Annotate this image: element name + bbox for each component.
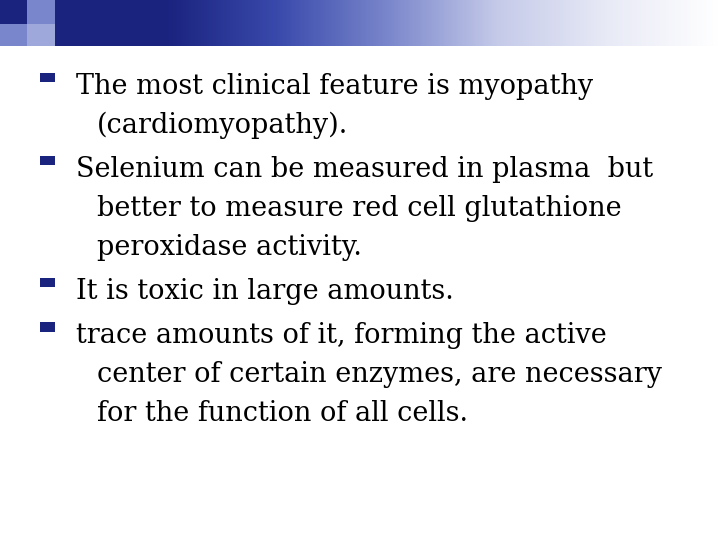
Text: for the function of all cells.: for the function of all cells. xyxy=(97,400,468,427)
Text: trace amounts of it, forming the active: trace amounts of it, forming the active xyxy=(76,322,606,349)
Bar xyxy=(27,24,55,46)
Text: better to measure red cell glutathione: better to measure red cell glutathione xyxy=(97,195,622,222)
Bar xyxy=(40,278,55,287)
Bar xyxy=(0,0,27,24)
Text: It is toxic in large amounts.: It is toxic in large amounts. xyxy=(76,278,454,305)
Bar xyxy=(0,24,27,46)
Bar xyxy=(40,72,55,82)
Text: Selenium can be measured in plasma  but: Selenium can be measured in plasma but xyxy=(76,156,653,183)
Text: center of certain enzymes, are necessary: center of certain enzymes, are necessary xyxy=(97,361,662,388)
Bar xyxy=(40,156,55,165)
Bar xyxy=(27,0,55,24)
Text: The most clinical feature is myopathy: The most clinical feature is myopathy xyxy=(76,73,593,100)
Text: peroxidase activity.: peroxidase activity. xyxy=(97,234,362,261)
Text: (cardiomyopathy).: (cardiomyopathy). xyxy=(97,112,348,139)
Bar xyxy=(40,322,55,332)
